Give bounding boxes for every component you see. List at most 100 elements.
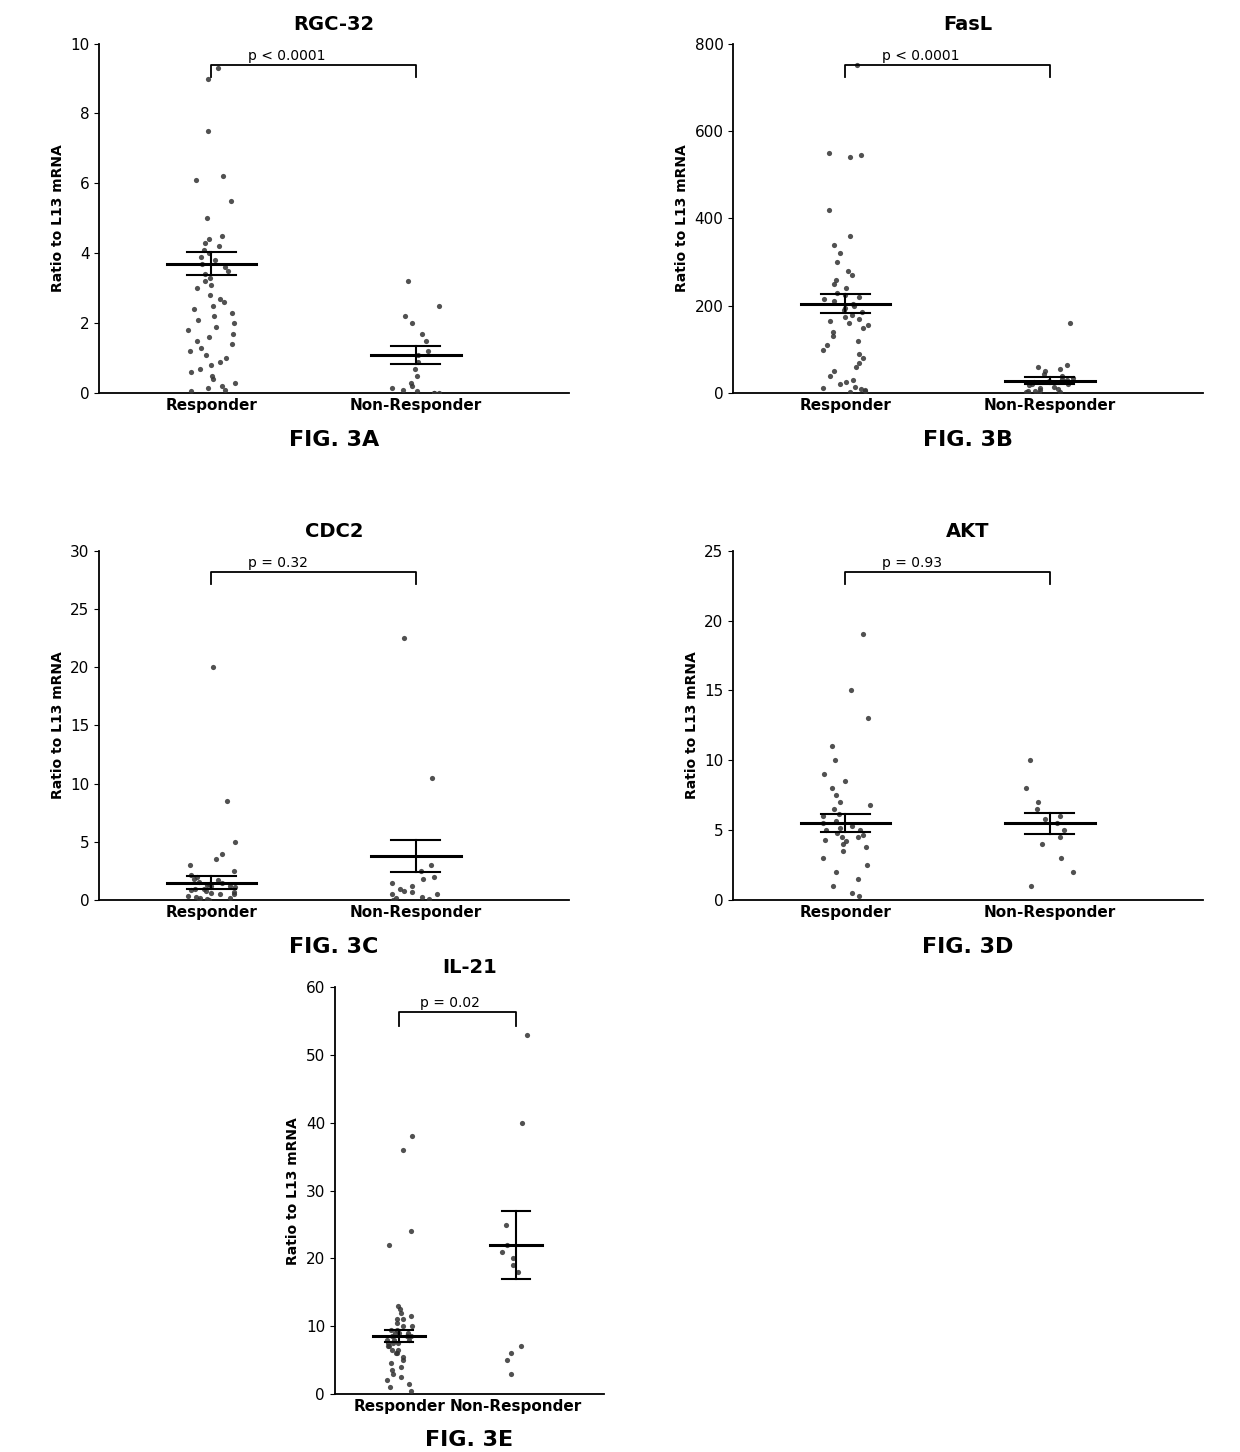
Point xyxy=(858,314,878,337)
Point xyxy=(820,309,839,333)
Point xyxy=(186,886,206,909)
Point xyxy=(822,735,842,758)
Point xyxy=(826,784,846,807)
Point xyxy=(1029,382,1049,405)
Point xyxy=(190,887,210,910)
Point xyxy=(847,54,867,77)
Point xyxy=(185,877,205,900)
Point xyxy=(839,224,859,247)
Point xyxy=(179,884,198,908)
Point xyxy=(833,832,853,855)
Point xyxy=(836,305,856,328)
Point xyxy=(196,343,216,366)
Point xyxy=(399,1372,419,1395)
Point xyxy=(391,1301,410,1324)
Point xyxy=(393,880,413,903)
Point xyxy=(181,360,201,383)
Point xyxy=(391,877,410,900)
Point xyxy=(842,815,862,838)
Point xyxy=(407,380,427,404)
Point xyxy=(219,886,239,909)
Point xyxy=(191,245,211,269)
Point xyxy=(849,308,869,331)
Point xyxy=(377,1369,397,1392)
Y-axis label: Ratio to L13 mRNA: Ratio to L13 mRNA xyxy=(51,652,64,799)
Point xyxy=(839,380,859,404)
Point xyxy=(402,1324,422,1347)
Point xyxy=(1035,807,1055,831)
Point xyxy=(419,887,439,910)
Point xyxy=(853,623,873,646)
Point xyxy=(382,1318,402,1342)
Point xyxy=(401,1379,420,1403)
Point xyxy=(217,347,237,370)
Point xyxy=(830,802,849,825)
Point xyxy=(848,330,868,353)
Point xyxy=(849,884,869,908)
Point xyxy=(818,197,838,221)
Point xyxy=(817,334,837,357)
Point xyxy=(398,1321,418,1345)
Point xyxy=(408,343,428,366)
Point xyxy=(833,299,853,322)
Y-axis label: Ratio to L13 mRNA: Ratio to L13 mRNA xyxy=(675,145,689,292)
Point xyxy=(378,1334,398,1358)
Point xyxy=(378,1331,398,1355)
Point xyxy=(389,1321,409,1345)
Point xyxy=(846,356,866,379)
Point xyxy=(842,264,862,287)
Point xyxy=(851,378,870,401)
Point xyxy=(197,874,217,897)
Point xyxy=(841,680,861,703)
Point xyxy=(401,1304,420,1327)
Point xyxy=(195,263,215,286)
Point xyxy=(517,1024,537,1047)
Point xyxy=(836,296,856,319)
Point xyxy=(224,831,244,854)
Point xyxy=(407,364,427,388)
Point xyxy=(211,883,231,906)
Point xyxy=(826,269,846,292)
Point xyxy=(212,375,232,398)
Point xyxy=(823,232,843,256)
Point xyxy=(379,1375,399,1398)
Point xyxy=(393,1308,413,1331)
Point xyxy=(200,283,219,306)
Point xyxy=(826,809,846,832)
Point xyxy=(813,762,833,786)
Point xyxy=(854,378,874,401)
Point xyxy=(377,1329,397,1352)
Point xyxy=(501,1362,521,1385)
Point xyxy=(382,376,402,399)
Point xyxy=(224,372,244,395)
Point xyxy=(383,1362,403,1385)
Point xyxy=(827,822,847,845)
Point xyxy=(197,206,217,229)
Point xyxy=(1030,376,1050,399)
Title: FasL: FasL xyxy=(944,15,992,33)
Point xyxy=(404,357,424,380)
Point xyxy=(836,770,856,793)
Point xyxy=(197,887,217,910)
Point xyxy=(208,57,228,80)
Point xyxy=(1058,373,1078,396)
Point xyxy=(226,876,246,899)
Point xyxy=(497,1233,517,1256)
Point xyxy=(192,253,212,276)
Point xyxy=(222,333,242,356)
Point xyxy=(223,312,243,335)
Point xyxy=(222,189,242,212)
Point xyxy=(184,868,203,892)
Point xyxy=(200,228,219,251)
Point xyxy=(827,251,847,274)
Point xyxy=(190,357,210,380)
Point xyxy=(201,881,221,905)
Text: p = 0.32: p = 0.32 xyxy=(248,556,308,569)
Point xyxy=(857,854,877,877)
Y-axis label: Ratio to L13 mRNA: Ratio to L13 mRNA xyxy=(684,652,698,799)
Point xyxy=(833,839,853,862)
Point xyxy=(203,305,223,328)
Point xyxy=(388,1294,408,1317)
Point xyxy=(382,1324,402,1347)
Point xyxy=(852,301,872,324)
